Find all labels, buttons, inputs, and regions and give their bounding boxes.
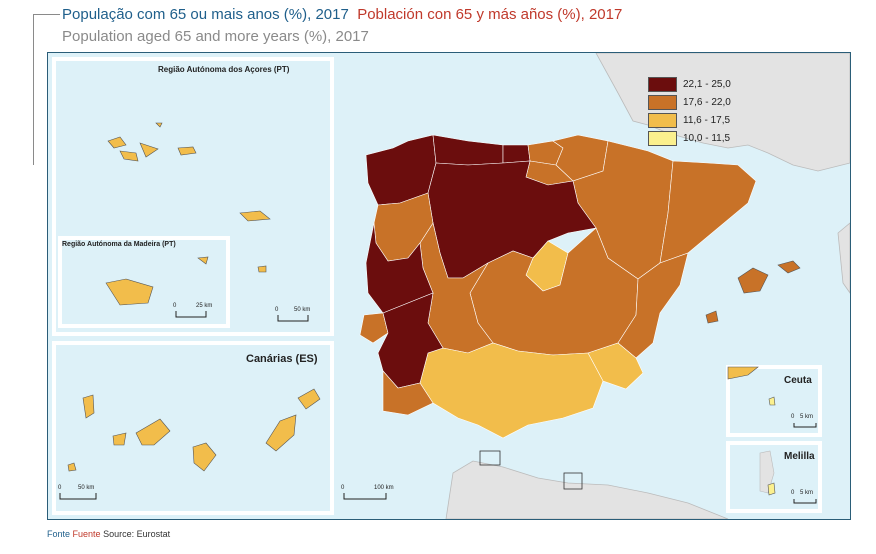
source-en: Source: Eurostat [103,529,171,539]
region-ceuta [768,396,776,406]
title-bracket [33,14,60,165]
madeira-inset-frame [58,236,230,328]
island-fuerteventura [265,414,297,452]
ceuta-scale-zero: 0 [791,414,795,420]
region-valencia [617,252,689,359]
azores-scale-label: 50 km [294,307,311,313]
region-melilla-coast [759,450,775,494]
title-es: Población con 65 y más años (%), 2017 [357,6,623,23]
region-ceuta-coast [727,366,759,380]
island-azores-1 [107,136,127,149]
island-azores-2 [139,142,159,158]
ceuta-label: Ceuta [784,375,812,386]
legend-swatch [648,112,677,128]
source-es: Fuente [72,529,101,539]
legend-label: 17,6 - 22,0 [683,96,731,108]
ceuta-scale-label: 5 km [800,414,814,420]
melilla-scale-bar [793,499,817,504]
legend: 22,1 - 25,0 17,6 - 22,0 11,6 - 17,5 10,0… [648,75,731,147]
map-frame: Região Autónoma dos Açores (PT) Região A… [47,52,851,520]
island-gran-canaria [192,442,217,472]
legend-swatch [648,76,677,92]
island-la-palma [82,394,95,419]
madeira-scale-zero: 0 [173,303,177,309]
island-azores-4 [177,146,197,156]
island-madeira [105,278,154,306]
region-melilla [767,482,776,496]
region-pt-lisboa [359,312,389,344]
legend-swatch [648,130,677,146]
island-azores-6 [257,265,267,273]
legend-swatch [648,94,677,110]
island-ibiza [705,310,719,324]
legend-item: 11,6 - 17,5 [648,111,731,129]
island-menorca [777,260,801,274]
island-azores-5 [239,210,271,222]
region-sardinia [837,222,850,294]
azores-scale-bar [277,315,309,322]
main-scale-label: 100 km [374,485,394,491]
melilla-inset-frame [726,441,822,513]
legend-item: 10,0 - 11,5 [648,129,731,147]
melilla-label: Melilla [784,451,815,462]
island-lanzarote [297,388,321,410]
canarias-label: Canárias (ES) [246,353,318,365]
region-pt-algarve [382,370,434,416]
main-scale-zero: 0 [341,485,345,491]
ceuta-locator [479,450,501,466]
island-porto-santo [197,256,209,265]
source-pt: Fonte [47,529,71,539]
island-la-gomera [112,432,127,446]
island-el-hierro [67,462,77,472]
island-mallorca [737,267,769,294]
azores-scale-zero: 0 [275,307,279,313]
island-tenerife [135,418,171,446]
region-morocco [445,460,729,519]
title-en: Population aged 65 and more years (%), 2… [62,28,369,45]
melilla-scale-label: 5 km [800,490,814,496]
legend-item: 22,1 - 25,0 [648,75,731,93]
region-catalunya [659,160,757,264]
legend-label: 11,6 - 17,5 [683,114,731,126]
madeira-scale-label: 25 km [196,303,213,309]
melilla-scale-zero: 0 [791,490,795,496]
legend-item: 17,6 - 22,0 [648,93,731,111]
canarias-scale-label: 50 km [78,485,95,491]
melilla-locator [563,472,583,490]
title-pt: População com 65 ou mais anos (%), 2017 [62,6,349,23]
source-line: Fonte Fuente Source: Eurostat [47,529,170,539]
madeira-label: Região Autónoma da Madeira (PT) [62,241,176,248]
island-azores-7 [155,122,163,128]
region-cantabria [502,144,531,164]
canarias-scale-bar [59,493,97,500]
region-pt-alentejo [377,292,444,389]
canarias-scale-zero: 0 [58,485,62,491]
region-andalucia [419,342,604,439]
title-row-2: Population aged 65 and more years (%), 2… [62,28,369,45]
region-asturias [432,134,504,166]
legend-label: 10,0 - 11,5 [683,132,731,144]
legend-label: 22,1 - 25,0 [683,78,731,90]
region-pt-centro [365,222,434,314]
main-scale-bar [343,493,387,500]
island-azores-3 [119,150,139,162]
ceuta-scale-bar [793,423,817,428]
azores-label: Região Autónoma dos Açores (PT) [158,65,290,74]
title-row-1: População com 65 ou mais anos (%), 2017 … [62,6,622,23]
madeira-scale-bar [175,311,207,318]
